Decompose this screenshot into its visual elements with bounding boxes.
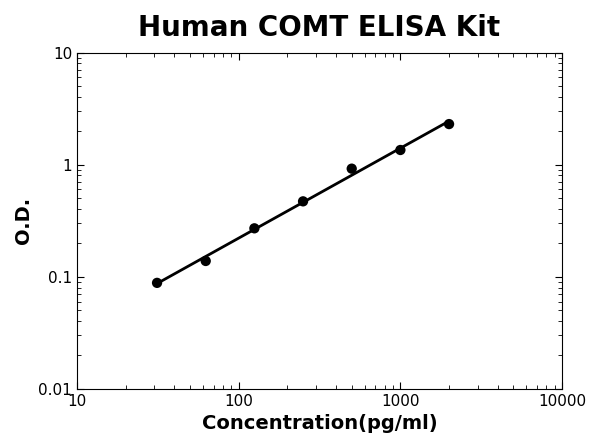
Title: Human COMT ELISA Kit: Human COMT ELISA Kit bbox=[139, 14, 500, 42]
Point bbox=[152, 279, 162, 287]
Point bbox=[347, 165, 356, 172]
Point bbox=[201, 257, 211, 265]
Point bbox=[250, 225, 259, 232]
X-axis label: Concentration(pg/ml): Concentration(pg/ml) bbox=[202, 414, 437, 433]
Point bbox=[395, 147, 405, 154]
Point bbox=[444, 121, 454, 128]
Point bbox=[298, 198, 308, 205]
Y-axis label: O.D.: O.D. bbox=[14, 197, 33, 244]
